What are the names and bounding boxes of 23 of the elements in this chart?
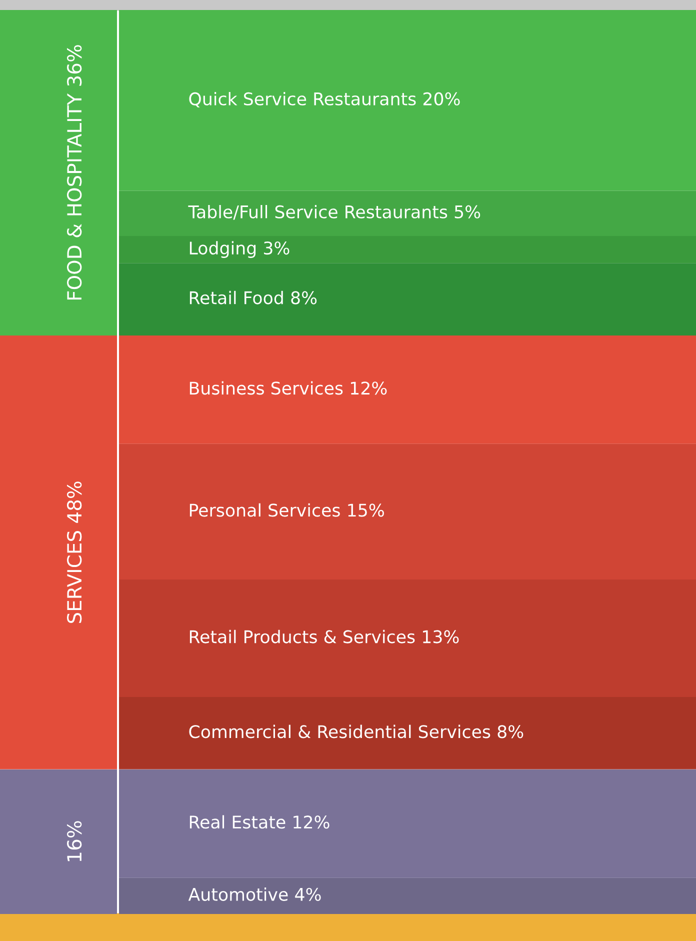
category-label: Retail Food: [190, 290, 283, 304]
category-label: Real Estate: [190, 815, 286, 829]
category-label: Commercial & Residential Services: [189, 724, 490, 738]
text: SERVICES 48%: [66, 482, 82, 623]
data-label: 8%: [291, 291, 317, 304]
data-label: 4%: [295, 888, 321, 901]
data-label: 12%: [294, 816, 330, 829]
data-label: 15%: [348, 504, 384, 517]
data-label: 8%: [498, 725, 524, 738]
data-label: 12%: [350, 382, 387, 395]
category-label: Automotive: [188, 888, 288, 901]
category-label: Table/Full Service Restaurants: [188, 205, 448, 220]
category-label: Business Services: [190, 381, 343, 395]
category-label: Lodging: [190, 241, 256, 258]
data-label: 13%: [423, 630, 459, 644]
text: FOOD & HOSPITALITY 36%: [66, 45, 82, 300]
category-label: Personal Services: [190, 503, 340, 517]
data-label: 20%: [423, 92, 460, 106]
data-label: 3%: [264, 241, 290, 255]
data-label: 5%: [454, 205, 480, 218]
text: 16%: [66, 821, 82, 862]
category-label: Retail Products & Services: [190, 630, 415, 644]
category-label: Quick Service Restaurants: [189, 92, 416, 108]
